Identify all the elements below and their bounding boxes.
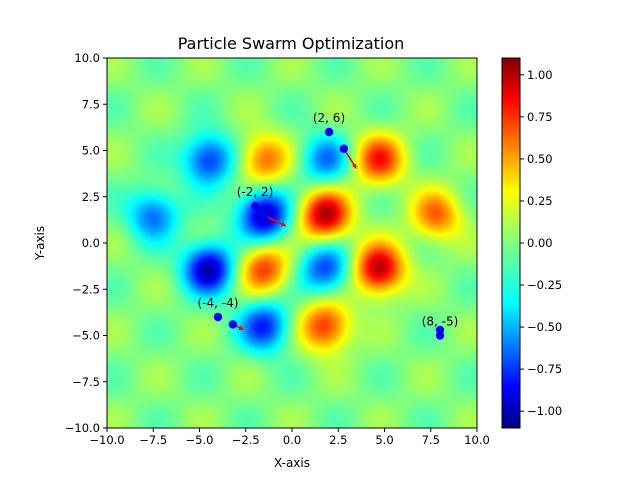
y-axis-label: Y-axis	[33, 226, 47, 261]
x-tick-label: −2.5	[232, 433, 260, 447]
x-tick-label: −7.5	[139, 433, 167, 447]
target-label: (-4, -4)	[198, 296, 239, 310]
colorbar-tick-label: 0.00	[527, 236, 553, 250]
y-tick-label: −2.5	[72, 282, 100, 296]
colorbar-tick-label: 0.25	[527, 194, 553, 208]
chart-title: Particle Swarm Optimization	[178, 34, 405, 53]
velocity-arrowhead	[352, 163, 357, 169]
y-tick-label: 5.0	[82, 144, 100, 158]
colorbar-tick-label: −0.25	[527, 278, 562, 292]
target-marker: (2, 6)	[313, 111, 345, 137]
target-label: (2, 6)	[313, 111, 345, 125]
x-tick-label: −10.0	[89, 433, 124, 447]
y-tick-label: −7.5	[72, 375, 100, 389]
target-marker: (8, -5)	[422, 315, 459, 340]
x-tick-label: 2.5	[329, 433, 347, 447]
velocity-arrowhead	[280, 222, 287, 227]
colorbar-tick-label: 1.00	[527, 68, 553, 82]
particle	[339, 144, 357, 169]
colorbar-tick-label: −0.50	[527, 320, 562, 334]
particle	[228, 320, 244, 330]
particle-dot	[228, 320, 237, 329]
target-label: (-2, 2)	[237, 185, 274, 199]
x-tick-label: 5.0	[375, 433, 393, 447]
y-axis: −10.0 −7.5 −5.0 −2.5 0.0 2.5 5.0 7.5 10.0	[65, 51, 107, 435]
target-dot	[250, 201, 260, 211]
x-tick-label: 0.0	[283, 433, 301, 447]
target-dot	[213, 312, 223, 322]
y-tick-label: 7.5	[82, 97, 100, 111]
x-tick-label: −5.0	[186, 433, 214, 447]
colorbar-gradient	[501, 57, 521, 429]
target-label: (8, -5)	[422, 315, 459, 329]
y-tick-label: −10.0	[65, 421, 100, 435]
target-marker: (-2, 2)	[237, 185, 274, 211]
heatmap	[107, 58, 477, 428]
particle-dot	[339, 144, 348, 153]
particle-dot	[260, 211, 269, 220]
target-dot	[435, 331, 445, 340]
markers-layer: (2, 6) (-2, 2) (-4, -4) (8, -5)	[198, 111, 459, 340]
x-tick-label: 7.5	[422, 433, 440, 447]
y-tick-label: −5.0	[72, 329, 100, 343]
target-marker: (-4, -4)	[198, 296, 239, 322]
x-axis-label: X-axis	[274, 456, 310, 470]
colorbar-ticks: −1.00 −0.75 −0.50 −0.25 0.00 0.25 0.50 0.75 1.00	[520, 68, 562, 418]
colorbar: −1.00 −0.75 −0.50 −0.25 0.00 0.25 0.50 0.75 1.00	[501, 57, 562, 429]
velocity-arrowhead	[238, 325, 244, 330]
target-dot	[324, 127, 334, 137]
particle	[260, 211, 287, 227]
colorbar-tick-label: −1.00	[527, 404, 562, 418]
plot-area: (2, 6) (-2, 2) (-4, -4) (8, -5)	[106, 57, 478, 429]
y-tick-label: 2.5	[82, 190, 100, 204]
y-tick-label: 0.0	[82, 236, 100, 250]
y-tick-label: 10.0	[74, 51, 100, 65]
x-tick-label: 10.0	[464, 433, 490, 447]
colorbar-tick-label: −0.75	[527, 362, 562, 376]
x-axis: −10.0 −7.5 −5.0 −2.5 0.0 2.5 5.0 7.5 10.0	[89, 428, 490, 447]
colorbar-tick-label: 0.50	[527, 152, 553, 166]
colorbar-tick-label: 0.75	[527, 110, 553, 124]
